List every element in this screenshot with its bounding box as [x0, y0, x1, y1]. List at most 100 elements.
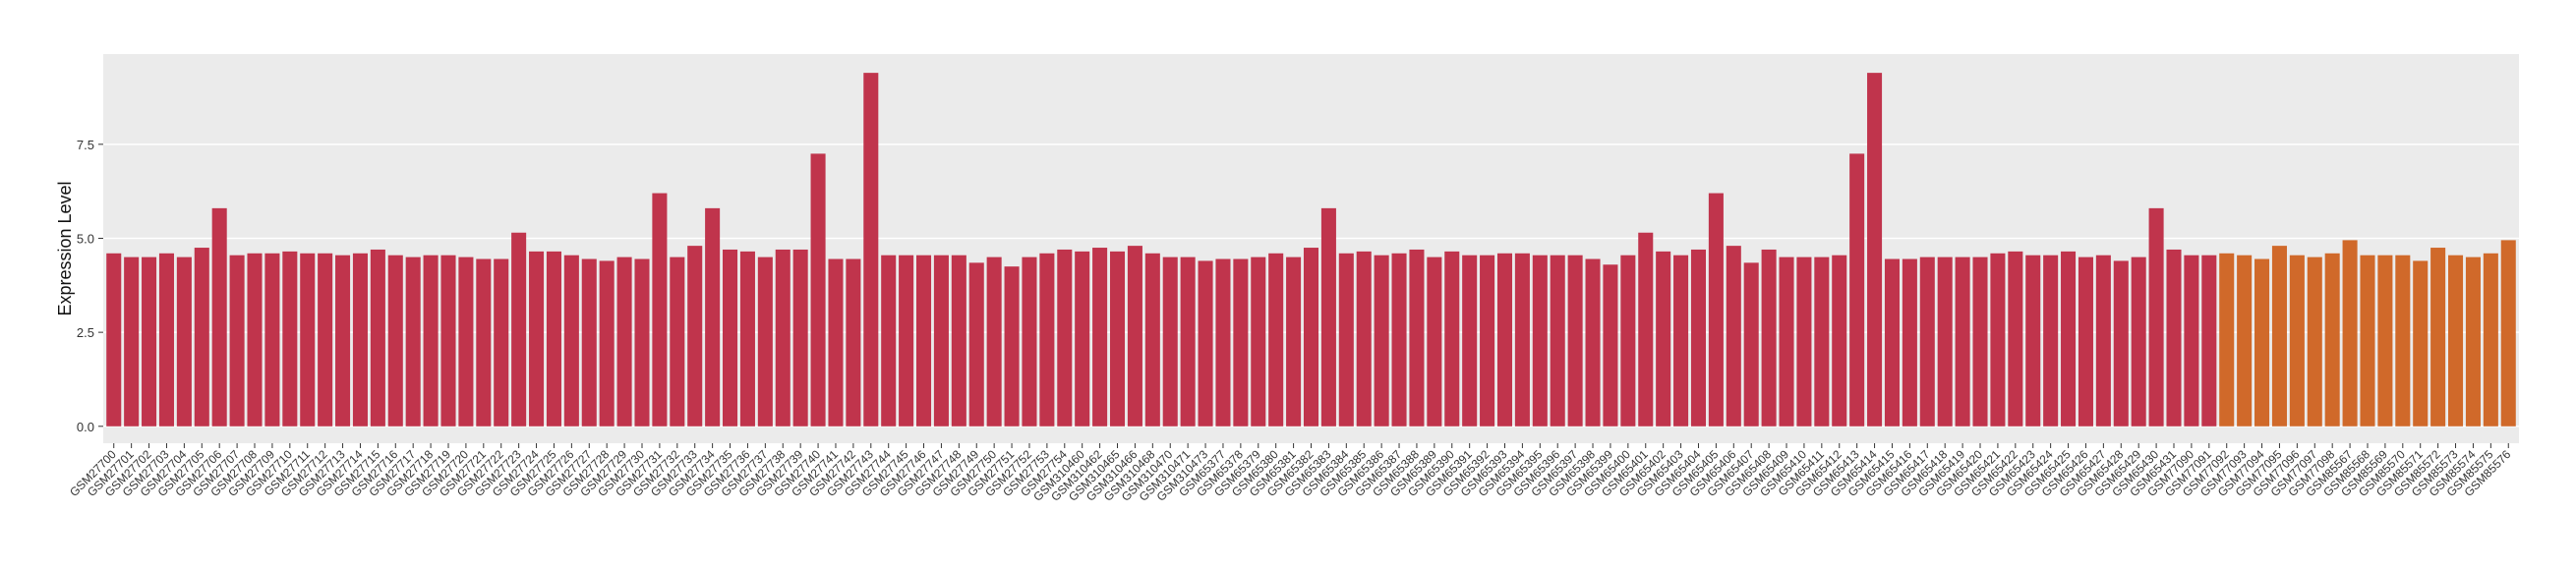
bar [1673, 255, 1689, 427]
bar [158, 253, 174, 427]
bar [142, 256, 157, 427]
bar [546, 251, 561, 427]
bar [2500, 240, 2516, 427]
bar [1338, 253, 1354, 427]
bar [405, 256, 421, 427]
y-tick-label: 7.5 [77, 138, 94, 152]
bar [1919, 256, 1935, 427]
bar [1796, 256, 1812, 427]
bar [563, 255, 579, 427]
bar [1761, 249, 1777, 427]
bar [494, 258, 509, 427]
bar [1620, 255, 1636, 427]
bar [1814, 256, 1830, 427]
y-axis-label: Expression Level [55, 181, 75, 315]
bar [2061, 251, 2077, 427]
bar [1268, 253, 1284, 427]
bar [1743, 262, 1759, 427]
bar [863, 73, 879, 427]
bar [1198, 260, 1213, 427]
bar [739, 251, 755, 427]
bar [2254, 258, 2270, 427]
bar [1902, 258, 1917, 427]
bar [1180, 256, 1196, 427]
bar [846, 258, 861, 427]
bar [1092, 248, 1108, 427]
bar [2342, 240, 2358, 427]
bar [1638, 232, 1654, 427]
bar [810, 153, 826, 427]
bar [318, 253, 333, 427]
bar [899, 255, 914, 427]
bar [2360, 255, 2375, 427]
bar [1427, 256, 1442, 427]
bar [352, 253, 368, 427]
bar [264, 253, 280, 427]
bar [2078, 256, 2093, 427]
bar [652, 193, 668, 427]
bar [951, 255, 966, 427]
bar [1603, 264, 1618, 427]
bar [370, 249, 385, 427]
bar [1251, 256, 1266, 427]
bar [1215, 258, 1231, 427]
bar [2008, 251, 2023, 427]
bar [2289, 255, 2305, 427]
bar [2184, 255, 2199, 427]
bar [440, 255, 456, 427]
bar [2043, 255, 2059, 427]
bar [1867, 73, 1883, 427]
bar [2271, 246, 2287, 427]
bar [2324, 253, 2340, 427]
bar [1726, 246, 1741, 427]
bar [1233, 258, 1249, 427]
bar [2395, 255, 2411, 427]
bar [1320, 207, 1336, 427]
bar [2307, 256, 2322, 427]
bar [211, 207, 227, 427]
bar [2201, 255, 2217, 427]
bar [247, 253, 263, 427]
bar [2237, 255, 2253, 427]
bar [1409, 249, 1425, 427]
bar [1514, 253, 1530, 427]
y-tick-label: 0.0 [77, 420, 94, 434]
bar [723, 249, 738, 427]
bar [1708, 193, 1724, 427]
bar [933, 255, 949, 427]
bar [1779, 256, 1794, 427]
bar [1955, 256, 1970, 427]
bar [387, 255, 403, 427]
bar [1690, 249, 1707, 427]
bar [634, 258, 650, 427]
bar [2483, 253, 2498, 427]
bar [915, 255, 932, 427]
bar [828, 258, 844, 427]
bar [1075, 251, 1090, 427]
bar [616, 256, 632, 427]
bar [194, 248, 209, 427]
bar [529, 251, 545, 427]
bar [1444, 251, 1460, 427]
bar [1884, 258, 1900, 427]
bar [1004, 266, 1020, 427]
bar [335, 255, 351, 427]
bar [968, 262, 984, 427]
bar [2465, 256, 2481, 427]
bar [511, 232, 527, 427]
bar [581, 258, 597, 427]
bar [2095, 255, 2111, 427]
bar [476, 258, 492, 427]
bar [1022, 256, 1037, 427]
bar [1496, 253, 1513, 427]
bar [1567, 255, 1583, 427]
bar [1391, 253, 1407, 427]
bar [1303, 248, 1319, 427]
bar [2148, 207, 2164, 427]
bar [2025, 255, 2041, 427]
bar [423, 255, 439, 427]
bar [687, 246, 703, 427]
bar [670, 256, 685, 427]
bar [1656, 251, 1671, 427]
